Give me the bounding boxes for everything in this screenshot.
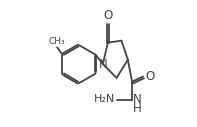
Text: O: O: [103, 9, 112, 22]
Text: N: N: [99, 58, 108, 71]
Text: H: H: [133, 102, 142, 115]
Text: O: O: [145, 70, 154, 83]
Text: H₂N: H₂N: [94, 94, 115, 104]
Text: N: N: [133, 93, 142, 106]
Text: CH₃: CH₃: [48, 37, 65, 46]
